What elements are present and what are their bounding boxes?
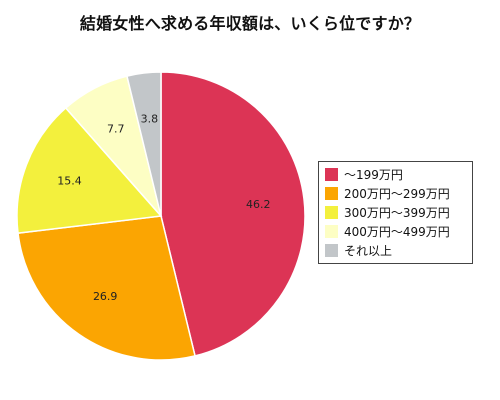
legend-label-4: それ以上 — [344, 244, 393, 258]
pie-slice-4 — [126, 71, 162, 217]
legend-swatch-4 — [325, 244, 338, 257]
legend-item-1: 200万円〜299万円 — [325, 184, 472, 203]
pie-data-labels: 46.2 26.9 15.4 7.7 3.8 — [57, 112, 270, 303]
chart-title: 結婚女性へ求める年収額は、いくら位ですか？ — [79, 14, 421, 33]
legend-item-3: 400万円〜499万円 — [325, 222, 472, 241]
legend-swatch-0 — [325, 168, 338, 181]
pie-slice-1 — [17, 215, 196, 361]
pie-value-label-1: 26.9 — [93, 290, 118, 303]
legend-item-0: 〜199万円 — [325, 165, 472, 184]
legend-label-1: 200万円〜299万円 — [344, 187, 450, 201]
legend-swatch-3 — [325, 225, 338, 238]
pie-value-label-0: 46.2 — [246, 198, 271, 211]
legend-label-2: 300万円〜399万円 — [344, 206, 450, 220]
pie-value-label-2: 15.4 — [57, 175, 82, 188]
legend-swatch-1 — [325, 187, 338, 200]
legend-swatch-2 — [325, 206, 338, 219]
pie-value-label-4: 3.8 — [141, 112, 159, 125]
legend-item-4: それ以上 — [325, 241, 472, 260]
pie-slices — [16, 71, 306, 361]
pie-slice-2 — [16, 106, 163, 234]
legend-label-3: 400万円〜499万円 — [344, 225, 450, 239]
legend-item-2: 300万円〜399万円 — [325, 203, 472, 222]
legend-label-0: 〜199万円 — [344, 168, 403, 182]
pie-slice-0 — [160, 71, 306, 357]
pie-value-label-3: 7.7 — [107, 123, 125, 136]
chart-legend: 〜199万円 200万円〜299万円 300万円〜399万円 400万円〜499万円そ… — [318, 161, 473, 264]
